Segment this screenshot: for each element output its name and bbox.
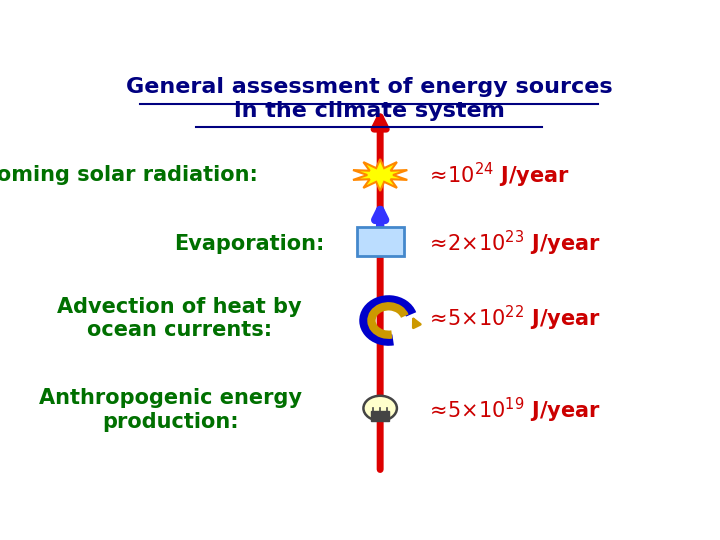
- Text: General assessment of energy sources: General assessment of energy sources: [126, 77, 612, 97]
- Text: $\approx\!10^{24}$ J/year: $\approx\!10^{24}$ J/year: [425, 160, 570, 190]
- Text: Anthropogenic energy
production:: Anthropogenic energy production:: [39, 388, 302, 431]
- Text: $\approx\!5{\times}10^{19}$ J/year: $\approx\!5{\times}10^{19}$ J/year: [425, 395, 600, 424]
- FancyBboxPatch shape: [371, 411, 390, 421]
- Text: in the climate system: in the climate system: [233, 102, 505, 122]
- Polygon shape: [353, 159, 408, 191]
- Text: $\approx\!5{\times}10^{22}$ J/year: $\approx\!5{\times}10^{22}$ J/year: [425, 304, 600, 333]
- Circle shape: [364, 396, 397, 421]
- Text: Evaporation:: Evaporation:: [174, 234, 324, 254]
- Text: Advection of heat by
ocean currents:: Advection of heat by ocean currents:: [58, 297, 302, 340]
- Text: $\approx\!2{\times}10^{23}$ J/year: $\approx\!2{\times}10^{23}$ J/year: [425, 229, 600, 258]
- FancyBboxPatch shape: [356, 227, 404, 256]
- Text: Incoming solar radiation:: Incoming solar radiation:: [0, 165, 258, 185]
